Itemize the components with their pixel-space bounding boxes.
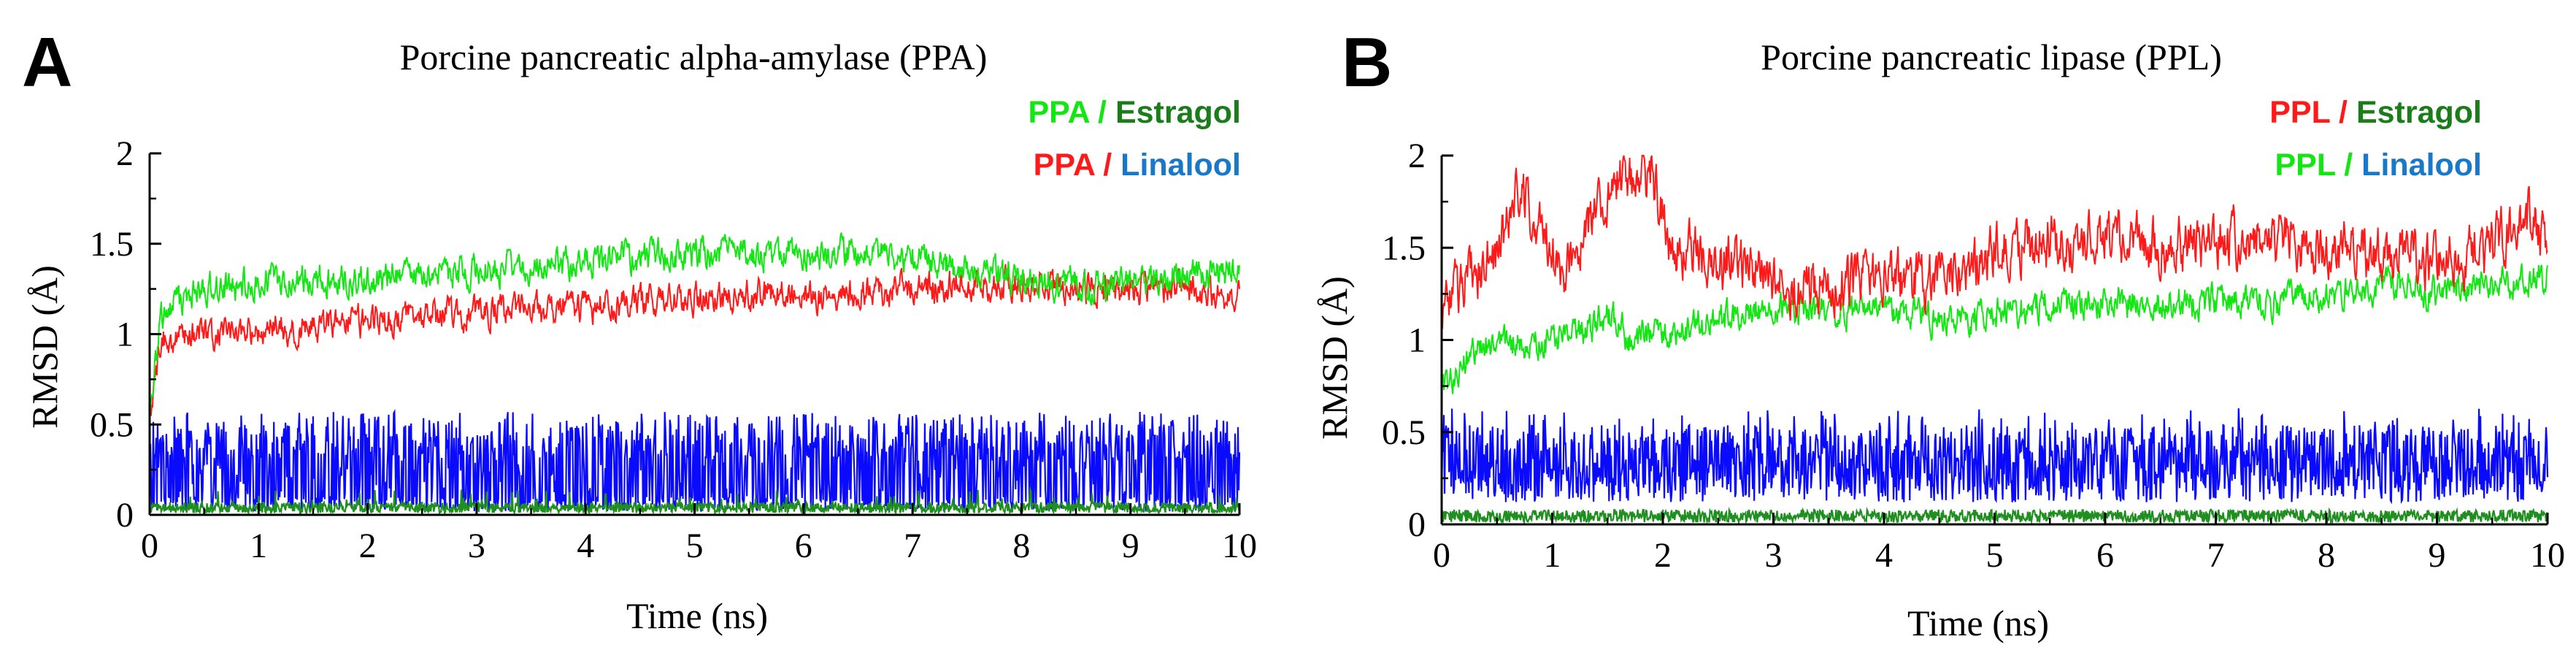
x-tick-label: 1 [250, 527, 267, 565]
legend-enzyme: PPL [2275, 148, 2335, 183]
series-linalool-ligand [148, 408, 1241, 513]
x-tick-label: 9 [2429, 536, 2446, 575]
legend-ligand: Estragol [2356, 95, 2482, 130]
panel-label-a: A [22, 23, 72, 102]
panel-a: A Porcine pancreatic alpha-amylase (PPA)… [22, 23, 1257, 636]
panel-b-legend-row-2: PPL / Linalool [2275, 148, 2482, 183]
legend-ligand: Linalool [1120, 148, 1241, 183]
panel-a-legend-row-1: PPA / Estragol [1028, 95, 1241, 130]
x-tick-label: 10 [2530, 536, 2565, 575]
x-tick-label: 7 [2207, 536, 2225, 575]
y-tick-label: 0 [116, 496, 134, 535]
y-tick-label: 1 [116, 315, 134, 354]
legend-slash: / [1098, 95, 1107, 130]
x-tick-label: 2 [1654, 536, 1672, 575]
panel-b-legend-row-1: PPL / Estragol [2269, 95, 2482, 130]
y-tick-label: 1 [1408, 321, 1426, 360]
x-tick-label: 4 [577, 527, 594, 565]
x-tick-label: 3 [468, 527, 485, 565]
x-tick-label: 8 [1012, 527, 1030, 565]
x-tick-label: 5 [1986, 536, 2004, 575]
legend-ligand: Linalool [2361, 148, 2482, 183]
series-ppa-estragol-protein [149, 232, 1240, 428]
series-ppl-estragol-protein [1441, 155, 2548, 329]
panel-a-xlabel: Time (ns) [626, 595, 768, 636]
legend-enzyme: PPA [1028, 95, 1089, 130]
panel-b-traces [1440, 155, 2549, 526]
y-tick-label: 2 [116, 134, 134, 173]
x-tick-label: 4 [1875, 536, 1893, 575]
panel-a-ylabel: RMSD (Å) [24, 265, 65, 429]
y-tick-label: 1.5 [90, 225, 134, 264]
x-tick-label: 2 [359, 527, 377, 565]
panel-a-title: Porcine pancreatic alpha-amylase (PPA) [400, 37, 988, 77]
panel-b: B Porcine pancreatic lipase (PPL) PPL / … [1314, 23, 2565, 643]
y-tick-label: 0.5 [90, 405, 134, 444]
legend-slash: / [1103, 148, 1112, 183]
y-tick-label: 0 [1408, 505, 1426, 544]
series-ppa-linalool-protein [149, 264, 1240, 416]
legend-enzyme: PPA [1034, 148, 1095, 183]
series-ppl-linalool-protein [1441, 263, 2548, 394]
panel-b-xlabel: Time (ns) [1907, 602, 2049, 643]
panel-b-axes: 0 1 2 3 4 5 6 7 8 9 10 0 0.5 1 1.5 2 [1382, 137, 2565, 575]
legend-slash: / [2344, 148, 2353, 183]
x-tick-label: 3 [1765, 536, 1783, 575]
x-tick-label: 5 [686, 527, 704, 565]
y-tick-label: 2 [1408, 137, 1426, 175]
panel-a-traces [148, 232, 1241, 516]
panel-b-legend: PPL / Estragol PPL / Linalool [2269, 95, 2482, 183]
panel-a-axes: 0 1 2 3 4 5 6 7 8 9 10 0 0.5 1 1.5 2 [90, 134, 1257, 565]
x-tick-label: 7 [904, 527, 921, 565]
y-tick-label: 0.5 [1382, 413, 1426, 452]
x-tick-label: 6 [2096, 536, 2114, 575]
panel-b-ylabel: RMSD (Å) [1314, 276, 1355, 440]
panel-label-b: B [1342, 23, 1392, 102]
panel-a-legend-row-2: PPA / Linalool [1034, 148, 1241, 183]
y-tick-label: 1.5 [1382, 229, 1426, 267]
x-tick-label: 0 [141, 527, 158, 565]
x-tick-label: 6 [795, 527, 812, 565]
panel-a-legend: PPA / Estragol PPA / Linalool [1028, 95, 1241, 183]
x-tick-label: 0 [1433, 536, 1450, 575]
legend-ligand: Estragol [1115, 95, 1241, 130]
legend-enzyme: PPL [2269, 95, 2330, 130]
panel-b-title: Porcine pancreatic lipase (PPL) [1761, 37, 2222, 77]
x-tick-label: 1 [1544, 536, 1561, 575]
x-tick-label: 8 [2318, 536, 2335, 575]
legend-slash: / [2339, 95, 2348, 130]
x-tick-label: 9 [1122, 527, 1139, 565]
x-tick-label: 10 [1222, 527, 1257, 565]
series-linalool-ligand [1440, 408, 2549, 505]
